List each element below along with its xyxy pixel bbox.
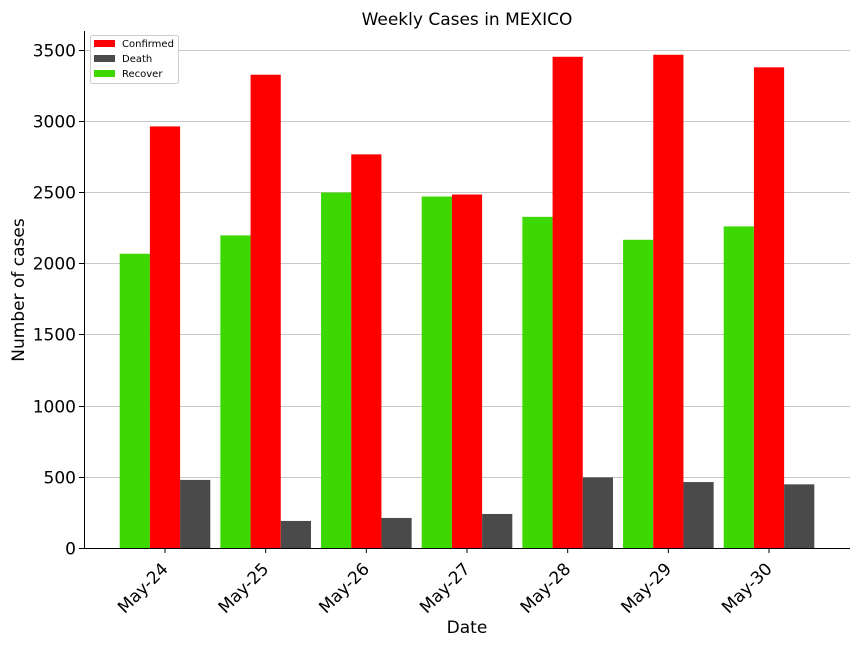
- bar-death-may-29: [683, 482, 714, 548]
- bar-death-may-30: [784, 484, 815, 548]
- bar-death-may-26: [381, 517, 412, 548]
- x-tick-label: May-27: [416, 559, 474, 617]
- legend-swatch-death: [94, 55, 115, 62]
- y-tick-label: 2000: [33, 255, 76, 275]
- legend-swatch-recover: [94, 70, 115, 77]
- y-tick-label: 1500: [33, 326, 76, 346]
- bar-death-may-24: [180, 479, 211, 548]
- legend-label-confirmed: Confirmed: [122, 39, 174, 50]
- bar-confirmed-may-24: [149, 126, 181, 549]
- y-tick-label: 1000: [33, 398, 76, 418]
- y-tick-labels: 0 500 1000 1500 2000 2500 3000 3500: [33, 42, 84, 560]
- legend: Confirmed Death Recover: [90, 35, 179, 84]
- x-tick-label: May-26: [315, 559, 373, 617]
- bar-recover-may-26: [321, 192, 352, 548]
- x-tick-label: May-25: [215, 559, 273, 617]
- y-tick-label: 3500: [33, 42, 76, 62]
- bars: [119, 54, 815, 549]
- y-axis-label: Number of cases: [9, 218, 29, 362]
- bar-recover-may-25: [220, 235, 251, 548]
- bar-recover-may-29: [623, 239, 654, 549]
- bar-recover-may-27: [421, 196, 452, 548]
- bar-recover-may-30: [723, 226, 754, 548]
- bar-confirmed-may-26: [351, 154, 382, 548]
- y-tick-label: 2500: [33, 184, 76, 204]
- x-tick-label: May-30: [718, 559, 776, 617]
- legend-label-death: Death: [122, 54, 152, 65]
- x-tick-label: May-24: [114, 559, 172, 617]
- y-tick-label: 3000: [33, 113, 76, 133]
- x-axis-label: Date: [447, 618, 488, 638]
- bar-death-may-25: [280, 520, 311, 548]
- legend-label-recover: Recover: [122, 69, 163, 80]
- bar-confirmed-may-27: [451, 194, 483, 548]
- bar-confirmed-may-25: [250, 74, 281, 548]
- x-tick-label: May-29: [617, 559, 675, 617]
- x-tick-labels: May-24 May-25 May-26 May-27 May-28 May-29 May-…: [114, 548, 777, 618]
- bar-confirmed-may-30: [753, 67, 785, 548]
- chart-title: Weekly Cases in MEXICO: [362, 10, 573, 30]
- bar-death-may-28: [582, 477, 613, 548]
- bar-confirmed-may-29: [653, 54, 684, 548]
- y-tick-label: 0: [65, 540, 76, 560]
- bar-recover-may-24: [119, 253, 150, 548]
- bar-confirmed-may-28: [552, 56, 583, 548]
- bar-recover-may-28: [522, 216, 553, 549]
- legend-swatch-confirmed: [94, 40, 115, 47]
- y-tick-label: 500: [44, 469, 76, 489]
- x-tick-label: May-28: [517, 559, 575, 617]
- bar-death-may-27: [482, 513, 513, 548]
